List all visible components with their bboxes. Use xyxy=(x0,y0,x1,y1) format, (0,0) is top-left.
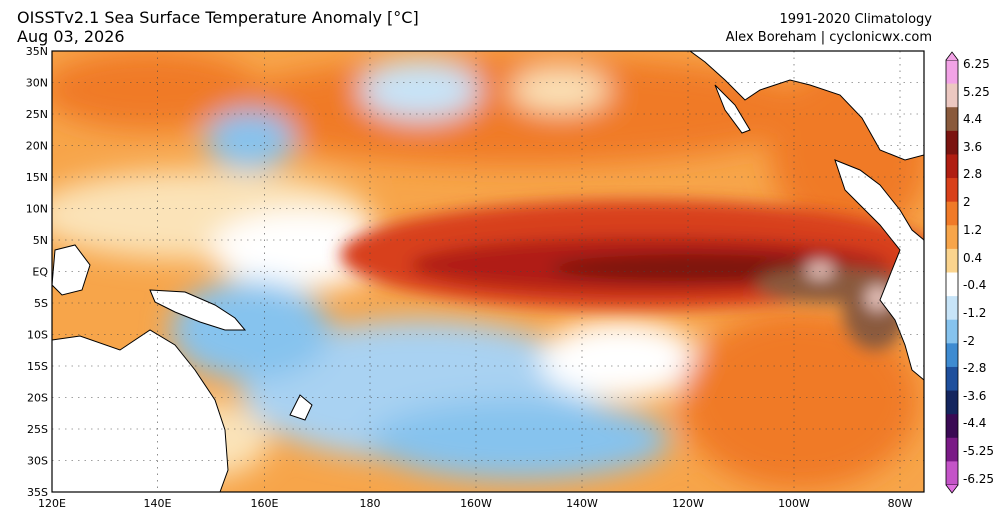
lon-label: 120E xyxy=(38,497,66,510)
colorbar-label: 4.4 xyxy=(963,112,982,126)
colorbar-swatch xyxy=(946,130,958,155)
map-date: Aug 03, 2026 xyxy=(17,27,125,46)
lon-label: 180 xyxy=(360,497,381,510)
lon-label: 140W xyxy=(566,497,598,510)
lat-label: 5S xyxy=(34,297,48,310)
colorbar-swatch xyxy=(946,319,958,344)
colorbar-swatch xyxy=(946,154,958,179)
colorbar-swatch xyxy=(946,272,958,297)
colorbar-label: -5.25 xyxy=(963,444,994,458)
credit-label: Alex Boreham | cyclonicwx.com xyxy=(725,30,932,45)
map-title-block: OISSTv2.1 Sea Surface Temperature Anomal… xyxy=(17,8,419,46)
lat-label: 25N xyxy=(26,108,48,121)
colorbar-swatch xyxy=(946,201,958,226)
lat-label: 10S xyxy=(27,329,48,342)
baja-california xyxy=(714,84,751,134)
lat-label: 5N xyxy=(33,234,48,247)
lat-label: 15N xyxy=(26,171,48,184)
colorbar-swatch xyxy=(946,390,958,415)
latitude-labels: 35N 30N 25N 20N 15N 10N 5N EQ 5S 10S 15S… xyxy=(26,45,49,499)
lat-label: EQ xyxy=(32,266,48,279)
lon-label: 160W xyxy=(460,497,492,510)
colorbar-swatches xyxy=(946,60,958,486)
colorbar-swatch xyxy=(946,178,958,203)
colorbar-swatch xyxy=(946,107,958,132)
colorbar-labels: 6.25 5.25 4.4 3.6 2.8 2 1.2 0.4 -0.4 -1.… xyxy=(963,57,994,486)
colorbar-swatch xyxy=(946,225,958,250)
colorbar-swatch xyxy=(946,83,958,108)
lat-label: 20S xyxy=(27,392,48,405)
colorbar-label: -2.8 xyxy=(963,361,986,375)
lon-label: 120W xyxy=(672,497,704,510)
new-guinea xyxy=(149,289,247,331)
lon-label: 160E xyxy=(251,497,279,510)
colorbar-label: 0.4 xyxy=(963,251,982,265)
map-title: OISSTv2.1 Sea Surface Temperature Anomal… xyxy=(17,8,419,27)
colorbar-swatch xyxy=(946,461,958,486)
colorbar-label: 2.8 xyxy=(963,167,982,181)
central-south-america xyxy=(834,159,924,381)
climatology-label: 1991-2020 Climatology xyxy=(779,12,932,27)
lat-label: 35N xyxy=(26,45,48,58)
colorbar-label: -3.6 xyxy=(963,389,986,403)
colorbar: 6.25 5.25 4.4 3.6 2.8 2 1.2 0.4 -0.4 -1.… xyxy=(945,51,994,494)
lat-label: 30S xyxy=(27,455,48,468)
longitude-labels: 120E 140E 160E 180 160W 140W 120W 100W 8… xyxy=(38,497,913,510)
map-field xyxy=(52,51,924,492)
colorbar-label: 6.25 xyxy=(963,57,990,71)
lat-label: 10N xyxy=(26,203,48,216)
colorbar-swatch xyxy=(946,248,958,273)
colorbar-top-arrow xyxy=(945,51,959,61)
lon-label: 80W xyxy=(888,497,913,510)
colorbar-label: -2 xyxy=(963,334,975,348)
colorbar-label: -1.2 xyxy=(963,306,986,320)
australia xyxy=(52,329,229,492)
colorbar-label: 3.6 xyxy=(963,140,982,154)
colorbar-swatch xyxy=(946,296,958,321)
north-america xyxy=(689,51,924,161)
colorbar-swatch xyxy=(946,366,958,392)
map-frame xyxy=(51,50,925,493)
lat-label: 25S xyxy=(27,423,48,436)
new-zealand xyxy=(289,394,313,421)
lat-label: 20N xyxy=(26,140,48,153)
el-nino-tongue xyxy=(340,200,924,350)
colorbar-label: -4.4 xyxy=(963,416,986,430)
map-info-block: 1991-2020 Climatology Alex Boreham | cyc… xyxy=(726,11,932,47)
colorbar-label: -6.25 xyxy=(963,472,994,486)
lon-label: 140E xyxy=(144,497,172,510)
colorbar-bottom-arrow xyxy=(945,484,959,494)
colorbar-label: 5.25 xyxy=(963,85,990,99)
lon-label: 100W xyxy=(778,497,810,510)
land-masses xyxy=(52,51,924,492)
colorbar-swatch xyxy=(946,343,958,368)
colorbar-label: 1.2 xyxy=(963,223,982,237)
lat-label: 15S xyxy=(27,360,48,373)
lat-label: 30N xyxy=(26,77,48,90)
lat-label: 35S xyxy=(27,486,48,499)
colorbar-label: -0.4 xyxy=(963,278,986,292)
graticule xyxy=(52,51,924,492)
colorbar-swatch xyxy=(946,60,958,85)
colorbar-label: 2 xyxy=(963,195,971,209)
borneo xyxy=(52,244,91,296)
colorbar-swatch xyxy=(946,437,958,462)
colorbar-swatch xyxy=(946,414,958,439)
